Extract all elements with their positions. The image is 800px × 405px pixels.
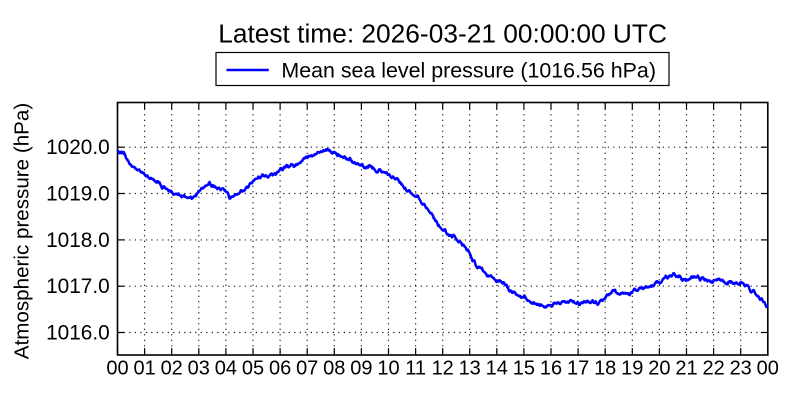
svg-text:20: 20 [648, 358, 670, 380]
svg-text:11: 11 [405, 358, 426, 380]
svg-text:15: 15 [513, 358, 535, 380]
svg-text:12: 12 [432, 358, 454, 380]
svg-text:21: 21 [675, 358, 697, 380]
svg-text:1018.0: 1018.0 [46, 229, 110, 252]
svg-text:06: 06 [269, 358, 291, 380]
svg-text:09: 09 [350, 358, 372, 380]
svg-text:10: 10 [377, 358, 399, 380]
svg-text:16: 16 [540, 358, 562, 380]
svg-text:1019.0: 1019.0 [46, 183, 110, 206]
svg-text:22: 22 [702, 358, 724, 380]
svg-text:14: 14 [486, 358, 508, 380]
svg-text:1016.0: 1016.0 [46, 322, 110, 345]
svg-text:05: 05 [242, 358, 264, 380]
svg-text:18: 18 [594, 358, 616, 380]
svg-text:08: 08 [323, 358, 345, 380]
svg-text:00: 00 [106, 358, 128, 380]
svg-text:Atmospheric pressure (hPa): Atmospheric pressure (hPa) [11, 103, 34, 359]
svg-text:17: 17 [567, 358, 589, 380]
svg-text:1020.0: 1020.0 [46, 136, 110, 159]
svg-text:Mean sea level pressure (1016.: Mean sea level pressure (1016.56 hPa) [281, 59, 656, 83]
svg-text:19: 19 [621, 358, 643, 380]
svg-text:00: 00 [757, 358, 779, 380]
svg-text:23: 23 [730, 358, 752, 380]
svg-text:02: 02 [161, 358, 183, 380]
svg-text:1017.0: 1017.0 [46, 275, 110, 298]
svg-text:01: 01 [133, 358, 155, 380]
svg-text:03: 03 [188, 358, 210, 380]
svg-text:Latest time: 2026-03-21 00:00:: Latest time: 2026-03-21 00:00:00 UTC [218, 19, 667, 49]
svg-text:07: 07 [296, 358, 318, 380]
svg-text:04: 04 [215, 358, 237, 380]
svg-text:13: 13 [459, 358, 481, 380]
